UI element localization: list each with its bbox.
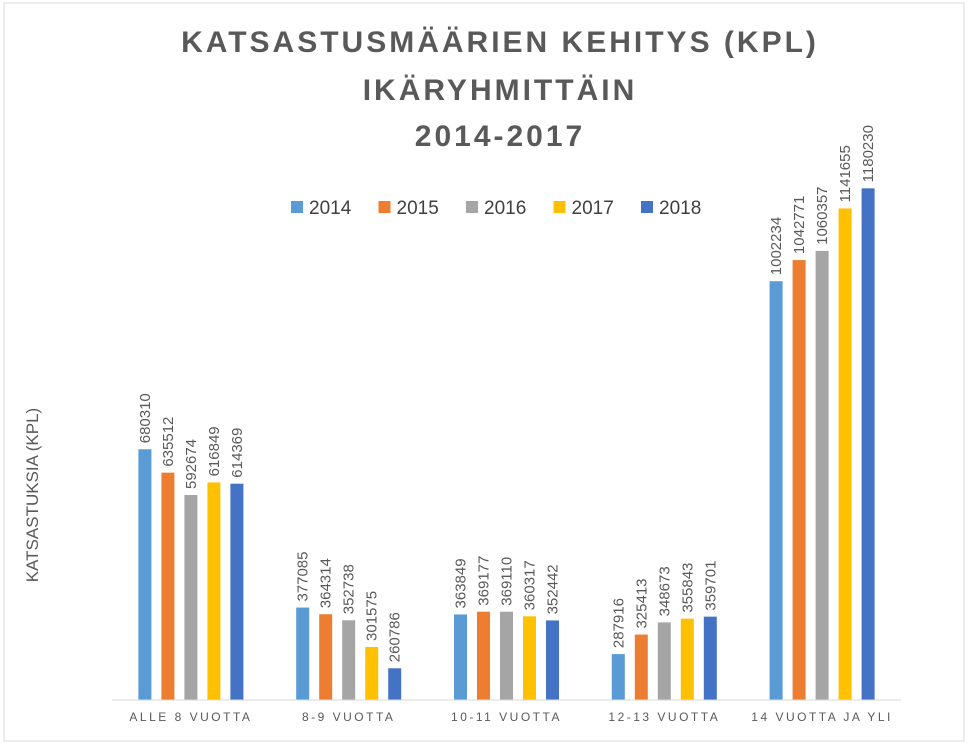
x-tick-label: 12-13 VUOTTA <box>608 710 720 724</box>
legend-label: 2015 <box>397 198 439 219</box>
data-label: 325413 <box>633 578 650 628</box>
y-axis-label: KATSASTUKSIA (KPL) <box>23 408 42 582</box>
data-label: 592674 <box>183 439 200 489</box>
legend-label: 2017 <box>572 198 614 219</box>
data-label: 369177 <box>476 556 493 606</box>
bar <box>319 614 333 700</box>
legend-swatch <box>641 201 653 213</box>
bar <box>838 208 852 700</box>
data-label: 348673 <box>656 566 673 616</box>
bar <box>388 668 402 700</box>
data-label: 352738 <box>341 564 358 614</box>
chart-title: 2014-2017 <box>415 120 585 153</box>
data-label: 635512 <box>160 417 177 467</box>
data-label: 364314 <box>318 558 335 608</box>
data-label: 1060357 <box>814 186 831 244</box>
legend-swatch <box>466 201 478 213</box>
bar <box>207 482 221 700</box>
data-label: 260786 <box>387 612 404 662</box>
legend-label: 2016 <box>484 198 526 219</box>
bar <box>769 281 783 700</box>
data-label: 287916 <box>610 598 627 648</box>
x-tick-label: 10-11 VUOTTA <box>451 710 562 724</box>
data-label: 301575 <box>364 591 381 641</box>
data-label: 369110 <box>499 557 516 606</box>
bar <box>861 188 875 700</box>
chart-title: KATSASTUSMÄÄRIEN KEHITYS (KPL) <box>181 26 819 59</box>
bar <box>230 483 244 700</box>
bar <box>792 260 806 700</box>
bar <box>523 616 536 700</box>
bar <box>365 646 379 700</box>
legend-swatch <box>378 201 391 213</box>
bar <box>546 620 559 700</box>
chart-title: IKÄRYHMITTÄIN <box>363 74 638 107</box>
data-label: 1141655 <box>837 145 854 202</box>
data-label: 359701 <box>702 561 719 611</box>
data-label: 616849 <box>206 426 223 476</box>
bar <box>296 607 310 700</box>
data-label: 680310 <box>137 393 154 443</box>
bar <box>703 616 717 700</box>
data-label: 377085 <box>295 551 312 601</box>
data-label: 363849 <box>453 558 470 608</box>
legend-swatch <box>553 201 566 213</box>
bar <box>454 614 467 700</box>
bar <box>815 250 829 700</box>
bar <box>611 654 625 700</box>
bar <box>477 611 490 700</box>
legend-label: 2018 <box>659 198 701 219</box>
data-label: 1180230 <box>860 125 877 182</box>
data-label: 1042771 <box>791 196 808 254</box>
bar <box>634 634 648 700</box>
x-tick-label: 8-9 VUOTTA <box>302 710 395 724</box>
data-label: 1002234 <box>768 217 785 275</box>
x-tick-label: 14 VUOTTA JA YLI <box>751 710 893 724</box>
x-tick-label: ALLE 8 VUOTTA <box>129 710 252 724</box>
legend-label: 2014 <box>309 198 352 219</box>
bar <box>161 472 175 700</box>
bar <box>657 622 671 700</box>
data-label: 614369 <box>229 428 246 478</box>
bar <box>680 618 694 700</box>
data-label: 360317 <box>522 560 539 610</box>
bar <box>138 449 152 700</box>
legend-swatch <box>291 201 303 213</box>
bar <box>184 495 198 700</box>
data-label: 355843 <box>679 563 696 613</box>
data-label: 352442 <box>545 564 562 614</box>
bar <box>500 611 513 700</box>
bar <box>342 620 356 700</box>
